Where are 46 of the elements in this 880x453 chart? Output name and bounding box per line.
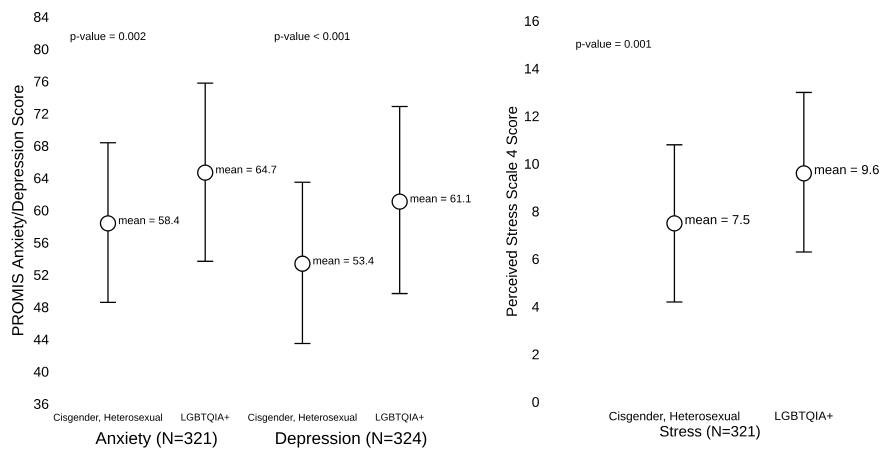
point xyxy=(392,193,408,210)
x-tick-label: Cisgender, Heterosexual xyxy=(609,412,740,423)
y-tick-label: 68 xyxy=(34,141,48,151)
y-tick-label: 36 xyxy=(34,399,48,409)
data-label: mean = 64.7 xyxy=(216,166,276,174)
y-tick-label: 52 xyxy=(34,270,48,280)
x-tick-label: Cisgender, Heterosexual xyxy=(248,414,356,423)
x-tick-label: LGBTQIA+ xyxy=(775,412,833,422)
y-tick-label: 80 xyxy=(34,44,48,54)
y-tick-label: 8 xyxy=(532,206,539,216)
text: Depression (N=324) xyxy=(276,432,426,448)
point xyxy=(197,164,214,181)
y-tick-label: 6 xyxy=(532,254,539,264)
data-label: mean = 58.4 xyxy=(118,216,180,224)
y-tick-label: 84 xyxy=(34,12,49,22)
data-label: mean = 9.6 xyxy=(814,164,879,174)
x-tick-label: LGBTQIA+ xyxy=(181,414,230,422)
y-tick-label: 40 xyxy=(34,366,48,377)
y-axis-title: Perceived Stress Scale 4 Score xyxy=(506,106,518,316)
point xyxy=(294,256,311,272)
y-tick-label: 0 xyxy=(532,397,539,407)
point xyxy=(100,215,116,232)
y-tick-label: 76 xyxy=(34,76,48,86)
y-tick-label: 72 xyxy=(34,108,48,119)
data-label: mean = 53.4 xyxy=(313,256,374,265)
y-tick-label: 60 xyxy=(34,206,48,216)
data-label: mean = 61.1 xyxy=(410,194,471,202)
y-tick-label: 4 xyxy=(532,302,540,312)
x-tick-label: Cisgender, Heterosexual xyxy=(54,414,162,423)
data-label: mean = 7.5 xyxy=(685,215,750,224)
annotation: p-value < 0.001 xyxy=(274,32,350,42)
annotation: p-value = 0.002 xyxy=(70,32,146,42)
y-tick-label: 16 xyxy=(524,16,539,26)
y-tick-label: 2 xyxy=(532,349,539,360)
y-tick-label: 44 xyxy=(34,334,49,344)
y-tick-label: 12 xyxy=(524,111,539,122)
annotation: p-value = 0.001 xyxy=(576,40,652,50)
x-tick-label: LGBTQIA+ xyxy=(376,414,424,422)
y-tick-label: 64 xyxy=(34,173,49,184)
y-tick-label: 48 xyxy=(34,302,48,312)
y-axis-title: PROMIS Anxiety/Depression Score xyxy=(12,85,27,336)
y-tick-label: 14 xyxy=(524,64,540,74)
x-axis-title: Stress (N=321) xyxy=(660,426,760,440)
text: Anxiety (N=321) xyxy=(95,432,217,448)
y-tick-label: 10 xyxy=(524,158,539,169)
y-tick-label: 56 xyxy=(34,238,48,248)
